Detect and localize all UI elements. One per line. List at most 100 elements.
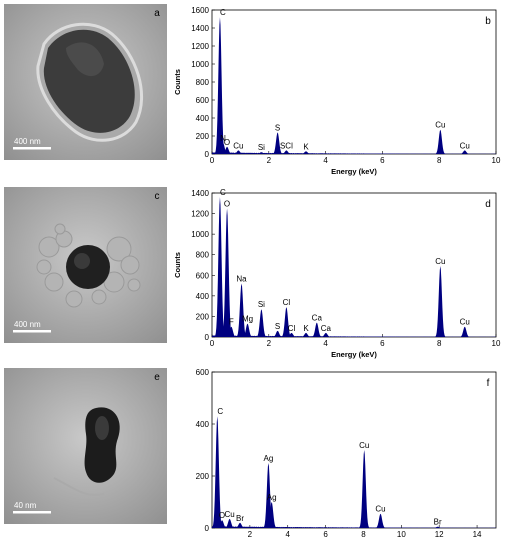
y-tick-label: 1200 xyxy=(191,210,209,219)
spectrum-peak xyxy=(310,322,324,337)
spectrum-peak xyxy=(211,416,224,528)
scale-bar xyxy=(13,147,51,150)
panel-label: c xyxy=(155,191,160,202)
spectrum-peak xyxy=(374,513,387,528)
debris-blob xyxy=(91,289,107,305)
peak-label: Ca xyxy=(321,324,332,333)
y-axis-title: Counts xyxy=(173,252,182,278)
film-edge xyxy=(53,477,105,496)
y-tick-label: 1000 xyxy=(191,60,209,69)
scale-bar-label: 400 nm xyxy=(14,320,41,329)
debris-blob xyxy=(36,259,52,275)
y-tick-label: 200 xyxy=(196,132,210,141)
y-tick-label: 1600 xyxy=(191,6,209,15)
debris-blob xyxy=(54,223,66,235)
spectrum-peak xyxy=(280,150,293,154)
scale-bar-label: 40 nm xyxy=(14,501,37,510)
y-tick-label: 0 xyxy=(205,333,210,342)
spectrum-peak xyxy=(299,332,313,337)
spectrum-peak xyxy=(220,208,234,337)
peak-label: S xyxy=(275,123,280,132)
y-axis-title: Counts xyxy=(173,69,182,95)
peak-label: Cu xyxy=(435,257,445,266)
x-tick-label: 0 xyxy=(210,339,215,348)
spectrum-peak xyxy=(216,143,230,154)
scale-bar xyxy=(13,330,51,333)
spectrum-peak xyxy=(215,520,229,528)
peak-label: C xyxy=(220,188,226,197)
spectrum-peak xyxy=(265,502,278,528)
spectrum-peak xyxy=(262,463,275,528)
eds-spectrum-d: 0 200 400 600 800 1000 1200 1400 0 2 4 6 8 10 C O F Na Mg S… xyxy=(170,187,506,363)
peak-label: SCl xyxy=(280,141,293,150)
debris-blob xyxy=(127,278,141,292)
peak-label: Cl xyxy=(283,298,291,307)
x-tick-label: 8 xyxy=(437,339,442,348)
x-tick-label: 12 xyxy=(435,530,444,539)
peak-label: Ag xyxy=(264,454,274,463)
panel-label: f xyxy=(487,378,490,389)
y-tick-label: 1400 xyxy=(191,24,209,33)
spectrum-peak xyxy=(223,518,236,528)
y-tick-label: 0 xyxy=(205,150,210,159)
x-tick-label: 10 xyxy=(397,530,406,539)
tem-background xyxy=(4,368,167,524)
x-axis-title: Energy (keV) xyxy=(331,167,377,176)
spectrum-peak xyxy=(213,17,227,155)
peak-label: Br xyxy=(236,514,244,523)
spectrum-peak xyxy=(458,150,472,154)
y-tick-label: 600 xyxy=(196,368,210,377)
plot-frame xyxy=(211,192,497,338)
y-tick-label: 800 xyxy=(196,78,210,87)
spectrum-peak xyxy=(255,309,268,337)
tem-image-e: 40 nm e xyxy=(4,368,167,524)
panel-label: d xyxy=(485,199,491,210)
peak-label: O xyxy=(219,511,225,520)
tem-image-a: 400 nm a xyxy=(4,4,167,160)
spectrum-peak xyxy=(319,332,333,337)
peak-label: Cu xyxy=(460,318,470,327)
peak-label: Ca xyxy=(312,314,323,323)
debris-blob xyxy=(38,236,60,258)
x-tick-label: 6 xyxy=(380,156,385,165)
x-tick-label: 10 xyxy=(492,156,501,165)
peak-label: O xyxy=(224,138,230,147)
peak-label: Si xyxy=(258,300,265,309)
spectrum-background xyxy=(212,526,496,528)
y-tick-label: 600 xyxy=(196,271,210,280)
scale-bar xyxy=(13,511,51,514)
spectrum-peak xyxy=(255,152,268,154)
peak-label: Na xyxy=(236,275,247,284)
peak-label: C xyxy=(220,8,226,17)
panel-label: a xyxy=(154,8,160,19)
spectrum-peak xyxy=(357,450,371,528)
spectrum-peak xyxy=(220,146,234,154)
y-tick-label: 0 xyxy=(205,524,210,533)
peak-label: Cu xyxy=(375,505,385,514)
peak-label: Cu xyxy=(460,141,470,150)
spectrum-peak xyxy=(434,129,447,154)
peak-label: Ag xyxy=(267,493,277,502)
spectrum-peak xyxy=(213,197,227,337)
peak-label: Si xyxy=(258,143,265,152)
spectrum-peak xyxy=(225,326,238,337)
y-tick-label: 1200 xyxy=(191,42,209,51)
spectrum-peak xyxy=(280,307,293,337)
spectrum-peak xyxy=(232,150,245,154)
x-tick-label: 10 xyxy=(492,339,501,348)
x-tick-label: 4 xyxy=(323,156,328,165)
x-tick-label: 0 xyxy=(210,156,215,165)
peak-label: Cu xyxy=(359,441,369,450)
peak-label: K xyxy=(303,142,309,151)
spectrum-background xyxy=(212,152,496,154)
peak-label: Cu xyxy=(233,141,243,150)
y-tick-label: 200 xyxy=(196,312,210,321)
debris-blob xyxy=(65,290,83,308)
spectrum-peak xyxy=(271,132,284,154)
x-tick-label: 2 xyxy=(248,530,253,539)
x-tick-label: 14 xyxy=(473,530,482,539)
y-tick-label: 400 xyxy=(196,292,210,301)
peak-label: N xyxy=(220,134,226,143)
y-tick-label: 1400 xyxy=(191,189,209,198)
peak-label: O xyxy=(224,199,230,208)
